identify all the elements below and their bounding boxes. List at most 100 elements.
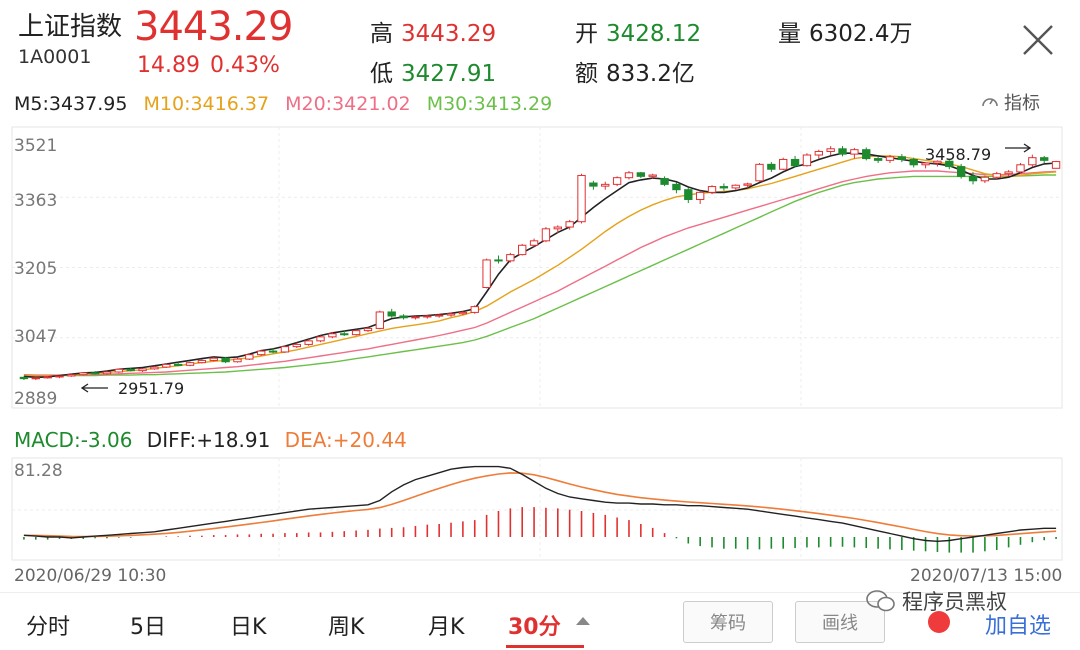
chart-grid bbox=[11, 126, 1063, 409]
candle-body bbox=[340, 333, 349, 336]
ma10-value: M10:3416.37 bbox=[143, 93, 270, 115]
candle bbox=[304, 339, 313, 346]
candle-body bbox=[779, 158, 788, 170]
candle bbox=[399, 314, 408, 320]
candle-body bbox=[245, 354, 254, 360]
watermark-text: 程序员黑叔 bbox=[902, 590, 1007, 614]
candle bbox=[340, 330, 349, 336]
candle bbox=[150, 365, 159, 370]
macd-max-label: 81.28 bbox=[14, 461, 63, 481]
macd-histogram bbox=[23, 507, 1057, 553]
candle-body bbox=[411, 316, 420, 319]
candle-body bbox=[458, 311, 468, 315]
add-watchlist-button[interactable]: 加自选 bbox=[985, 614, 1052, 639]
candle-body bbox=[280, 346, 290, 353]
indicator-button[interactable]: 指标 bbox=[980, 89, 1040, 115]
candle bbox=[185, 361, 195, 367]
candle-body bbox=[956, 166, 966, 177]
amount-label: 额 bbox=[575, 61, 598, 87]
low-stat: 低 3427.91 bbox=[370, 54, 496, 88]
candle-body bbox=[1004, 171, 1013, 175]
candle bbox=[446, 312, 456, 317]
candle bbox=[814, 149, 823, 159]
candle bbox=[434, 314, 444, 318]
current-price: 3443.29 bbox=[134, 4, 293, 50]
candle bbox=[1004, 170, 1013, 177]
candle-body bbox=[257, 350, 266, 356]
tab-5day[interactable]: 5日 bbox=[130, 615, 166, 640]
candle bbox=[494, 255, 503, 264]
candle-body bbox=[19, 376, 29, 380]
candle-body bbox=[790, 158, 800, 167]
candle bbox=[268, 347, 278, 354]
candle-body bbox=[885, 156, 895, 161]
candle bbox=[719, 183, 729, 191]
candle-body bbox=[826, 148, 835, 152]
candle bbox=[565, 219, 574, 230]
gauge-icon bbox=[982, 98, 998, 107]
candle-body bbox=[506, 254, 515, 262]
candle-body bbox=[518, 244, 527, 256]
candle bbox=[173, 362, 183, 367]
candle bbox=[636, 171, 646, 179]
candle bbox=[541, 227, 551, 243]
active-tab-underline bbox=[506, 645, 584, 648]
candle bbox=[423, 315, 432, 319]
price-change-pct: 0.43% bbox=[210, 53, 280, 78]
candle bbox=[779, 157, 788, 171]
candle-body bbox=[292, 343, 301, 348]
ma30-value: M30:3413.29 bbox=[426, 93, 553, 115]
y-tick-label: 3047 bbox=[14, 327, 58, 347]
record-dot-icon[interactable] bbox=[928, 611, 950, 633]
candle bbox=[458, 310, 468, 316]
chips-button[interactable]: 筹码 bbox=[683, 601, 773, 643]
price-change: 14.89 bbox=[137, 53, 200, 78]
draw-line-button[interactable]: 画线 bbox=[795, 601, 885, 643]
tab-daily-k[interactable]: 日K bbox=[230, 615, 267, 640]
candle-body bbox=[43, 376, 52, 379]
annotation-arrows bbox=[80, 143, 1032, 393]
candle bbox=[885, 155, 895, 164]
high-stat: 高 3443.29 bbox=[370, 14, 496, 48]
kline-chart[interactable] bbox=[0, 0, 1080, 592]
candle-body bbox=[648, 174, 657, 177]
candle bbox=[197, 359, 207, 364]
ma20-line bbox=[23, 170, 1057, 376]
open-stat: 开 3428.12 bbox=[575, 14, 701, 48]
tab-intraday[interactable]: 分时 bbox=[26, 615, 71, 640]
volume-stat: 量 6302.4万 bbox=[778, 14, 912, 48]
candle bbox=[316, 335, 325, 343]
tab-30min[interactable]: 30分 bbox=[508, 615, 561, 640]
dea-line bbox=[23, 472, 1057, 538]
candle bbox=[945, 159, 954, 170]
candle-body bbox=[31, 377, 40, 380]
candle-body bbox=[873, 158, 883, 161]
candle bbox=[612, 176, 622, 187]
candle-body bbox=[743, 183, 752, 186]
candle-body bbox=[624, 172, 634, 179]
candle bbox=[280, 345, 290, 353]
candle-body bbox=[933, 160, 942, 164]
tab-monthly-k[interactable]: 月K bbox=[428, 615, 465, 640]
candle bbox=[245, 353, 254, 360]
low-annotation: 2951.79 bbox=[118, 379, 185, 398]
candle bbox=[138, 367, 147, 372]
candle-body bbox=[577, 174, 586, 223]
macd-lines bbox=[23, 465, 1057, 543]
tab-weekly-k[interactable]: 周K bbox=[328, 615, 365, 640]
caret-up-icon[interactable] bbox=[576, 617, 590, 625]
candle-body bbox=[79, 372, 88, 376]
candle-body bbox=[767, 163, 776, 170]
candle-body bbox=[1016, 164, 1025, 173]
ma5-value: M5:3437.95 bbox=[14, 93, 128, 115]
close-icon[interactable] bbox=[1018, 20, 1058, 60]
candle bbox=[19, 376, 29, 380]
candle-body bbox=[636, 172, 646, 177]
candle-body bbox=[162, 363, 171, 368]
candle bbox=[755, 163, 764, 182]
candle-body bbox=[862, 149, 871, 160]
candle-body bbox=[672, 183, 681, 191]
candle bbox=[862, 147, 871, 161]
candle bbox=[375, 310, 385, 330]
candle bbox=[209, 356, 218, 362]
